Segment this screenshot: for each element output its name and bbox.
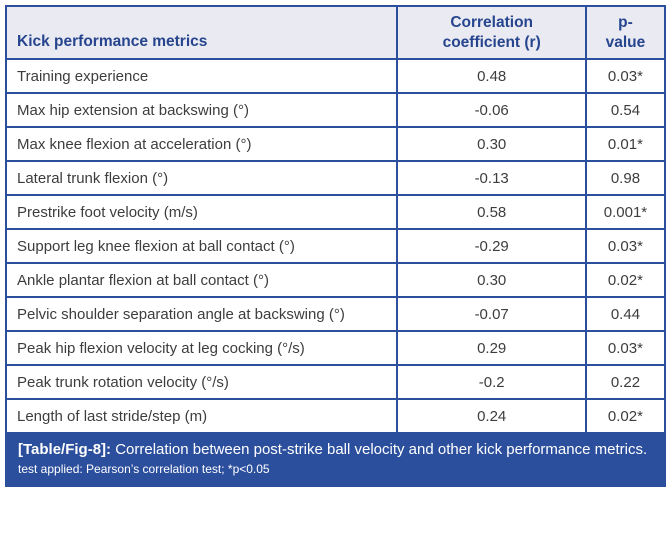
metric-cell: Pelvic shoulder separation angle at back… bbox=[4, 296, 399, 332]
p-value-cell: 0.54 bbox=[584, 92, 667, 128]
r-value-cell: -0.29 bbox=[396, 228, 587, 264]
p-value-cell: 0.44 bbox=[584, 296, 667, 332]
table-row: Support leg knee flexion at ball contact… bbox=[4, 228, 667, 264]
r-value-cell: 0.30 bbox=[396, 262, 587, 298]
p-value-cell: 0.03* bbox=[584, 58, 667, 94]
table-row: Training experience 0.48 0.03* bbox=[4, 58, 667, 94]
metric-cell: Prestrike foot velocity (m/s) bbox=[4, 194, 399, 230]
metric-cell: Peak hip flexion velocity at leg cocking… bbox=[4, 330, 399, 366]
col-header-metric: Kick performance metrics bbox=[4, 5, 399, 60]
col-header-correlation: Correlation coefficient (r) bbox=[396, 5, 587, 60]
table-row: Ankle plantar flexion at ball contact (°… bbox=[4, 262, 667, 298]
metrics-table: Kick performance metrics Correlation coe… bbox=[4, 5, 667, 434]
table-row: Length of last stride/step (m) 0.24 0.02… bbox=[4, 398, 667, 434]
p-value-cell: 0.22 bbox=[584, 364, 667, 400]
metric-cell: Ankle plantar flexion at ball contact (°… bbox=[4, 262, 399, 298]
p-value-cell: 0.98 bbox=[584, 160, 667, 196]
metric-cell: Support leg knee flexion at ball contact… bbox=[4, 228, 399, 264]
metric-cell: Training experience bbox=[4, 58, 399, 94]
p-value-cell: 0.03* bbox=[584, 228, 667, 264]
table-row: Max knee flexion at acceleration (°) 0.3… bbox=[4, 126, 667, 162]
table-row: Peak trunk rotation velocity (°/s) -0.2 … bbox=[4, 364, 667, 400]
p-value-cell: 0.01* bbox=[584, 126, 667, 162]
caption-note: test applied: Pearson’s correlation test… bbox=[18, 462, 270, 477]
table-row: Peak hip flexion velocity at leg cocking… bbox=[4, 330, 667, 366]
table-row: Max hip extension at backswing (°) -0.06… bbox=[4, 92, 667, 128]
p-value-cell: 0.001* bbox=[584, 194, 667, 230]
r-value-cell: -0.06 bbox=[396, 92, 587, 128]
table-row: Pelvic shoulder separation angle at back… bbox=[4, 296, 667, 332]
r-value-cell: 0.29 bbox=[396, 330, 587, 366]
r-value-cell: 0.48 bbox=[396, 58, 587, 94]
p-value-cell: 0.02* bbox=[584, 262, 667, 298]
table-row: Lateral trunk flexion (°) -0.13 0.98 bbox=[4, 160, 667, 196]
r-value-cell: 0.30 bbox=[396, 126, 587, 162]
r-value-cell: -0.2 bbox=[396, 364, 587, 400]
caption-text: Correlation between post-strike ball vel… bbox=[111, 441, 648, 458]
metric-cell: Lateral trunk flexion (°) bbox=[4, 160, 399, 196]
r-value-cell: 0.58 bbox=[396, 194, 587, 230]
caption-label: [Table/Fig-8]: bbox=[18, 441, 112, 458]
r-value-cell: -0.13 bbox=[396, 160, 587, 196]
p-value-cell: 0.03* bbox=[584, 330, 667, 366]
metric-cell: Peak trunk rotation velocity (°/s) bbox=[4, 364, 399, 400]
p-value-cell: 0.02* bbox=[584, 398, 667, 434]
col-header-pvalue: p- value bbox=[584, 5, 667, 60]
header-row: Kick performance metrics Correlation coe… bbox=[4, 5, 667, 60]
metric-cell: Max knee flexion at acceleration (°) bbox=[4, 126, 399, 162]
metric-cell: Max hip extension at backswing (°) bbox=[4, 92, 399, 128]
caption-line: [Table/Fig-8]: Correlation between post-… bbox=[18, 440, 653, 460]
table-row: Prestrike foot velocity (m/s) 0.58 0.001… bbox=[4, 194, 667, 230]
r-value-cell: -0.07 bbox=[396, 296, 587, 332]
metric-cell: Length of last stride/step (m) bbox=[4, 398, 399, 434]
r-value-cell: 0.24 bbox=[396, 398, 587, 434]
caption-bar: [Table/Fig-8]: Correlation between post-… bbox=[5, 432, 666, 487]
